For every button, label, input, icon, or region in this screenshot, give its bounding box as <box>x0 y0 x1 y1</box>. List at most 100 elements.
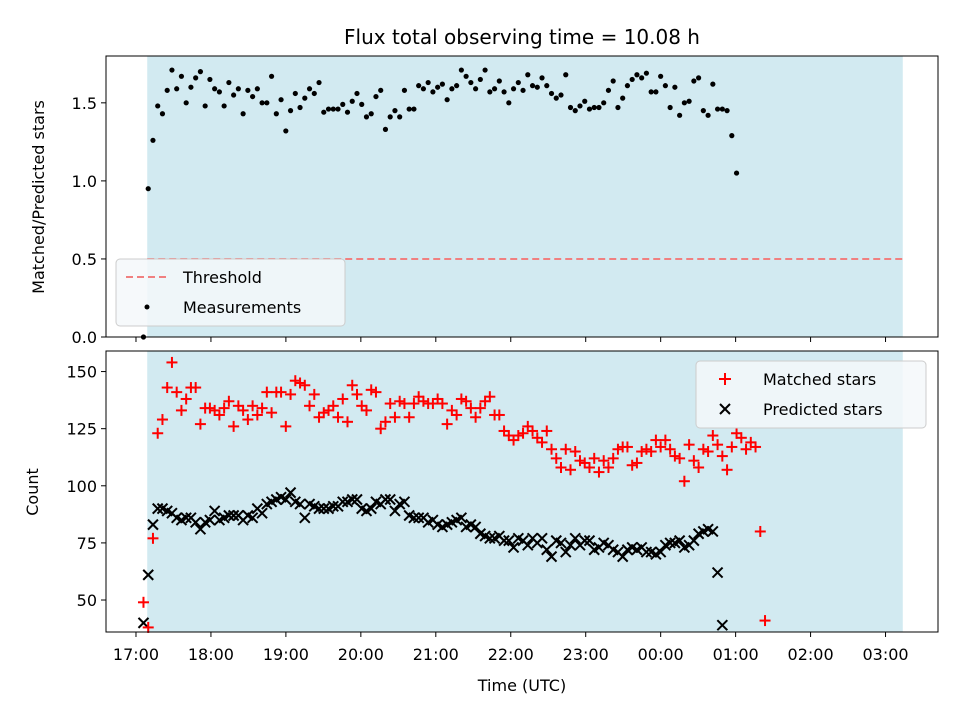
matched-stars-point <box>175 404 187 416</box>
measurement-point <box>582 98 588 104</box>
matched-stars-point <box>674 452 686 464</box>
measurement-point <box>506 100 512 106</box>
matched-stars-point <box>564 464 576 476</box>
predicted-stars-point <box>707 525 719 538</box>
predicted-stars-point <box>337 496 349 508</box>
measurement-point <box>563 72 569 78</box>
predicted-stars-point <box>616 550 629 563</box>
matched-stars-point <box>588 452 600 464</box>
predicted-stars-point <box>365 502 377 515</box>
predicted-stars-point <box>142 569 154 581</box>
matched-stars-point <box>299 379 311 391</box>
measurement-point <box>482 67 488 73</box>
measurement-point <box>605 87 612 93</box>
matched-stars-point <box>389 411 401 423</box>
measurement-point <box>729 133 735 139</box>
matched-stars-point <box>593 466 605 478</box>
measurement-point <box>548 90 555 97</box>
matched-stars-point <box>237 404 249 416</box>
x-tick-label: 19:00 <box>263 645 309 664</box>
measurement-point <box>449 86 455 92</box>
matched-stars-point <box>621 441 633 453</box>
predicted-stars-point <box>256 507 268 519</box>
x-tick-label: 02:00 <box>788 645 834 664</box>
measurement-point <box>273 111 279 117</box>
measurement-point <box>520 87 526 93</box>
measurement-point <box>567 104 574 111</box>
measurement-point <box>681 100 687 106</box>
measurement-point <box>321 109 327 115</box>
measurement-point <box>245 87 251 93</box>
matched-stars-point <box>759 615 771 627</box>
matched-stars-point <box>693 462 705 474</box>
measurement-point <box>169 67 175 73</box>
measurement-point <box>733 170 740 176</box>
matched-stars-point <box>261 386 273 398</box>
measurement-point <box>411 106 417 112</box>
matched-stars-point <box>721 464 733 476</box>
matched-stars-point <box>636 446 648 458</box>
measurement-point <box>586 106 593 112</box>
measurement-point <box>615 104 621 111</box>
measurement-point <box>387 114 393 120</box>
measurement-point <box>268 73 275 79</box>
measurement-point <box>653 89 659 95</box>
predicted-stars-point <box>208 505 221 517</box>
matched-stars-point <box>294 377 306 389</box>
predicted-stars-point <box>204 514 216 526</box>
matched-stars-point <box>365 384 377 396</box>
measurement-points <box>140 67 740 340</box>
matched-stars-point <box>304 400 316 412</box>
top-y-tick-label: 0.0 <box>72 328 97 347</box>
matched-stars-point <box>451 409 463 421</box>
predicted-stars-point <box>189 516 202 529</box>
measurement-point <box>174 86 180 92</box>
matched-stars-point <box>346 379 358 391</box>
matched-stars-point <box>436 398 448 410</box>
matched-stars-point <box>161 382 173 394</box>
measurement-point <box>164 87 170 93</box>
matched-stars-point <box>194 418 206 430</box>
matched-stars-point <box>631 457 643 469</box>
matched-stars-point <box>493 409 505 421</box>
matched-stars-point <box>726 441 738 453</box>
matched-stars-point <box>256 402 268 414</box>
measurement-point <box>264 100 270 106</box>
matched-stars-point <box>712 439 724 451</box>
matched-stars-point <box>379 416 391 428</box>
measurement-point <box>212 86 218 92</box>
bottom-y-tick-label: 100 <box>66 477 97 496</box>
matched-stars-point <box>351 388 363 400</box>
x-tick-label: 22:00 <box>488 645 534 664</box>
legend-matched-swatch <box>719 373 731 385</box>
matched-stars-point <box>702 446 714 458</box>
predicted-stars-point <box>654 546 667 558</box>
matched-stars-point <box>750 441 762 453</box>
measurement-point <box>363 114 370 120</box>
matched-stars-point <box>688 455 700 467</box>
matched-stars-point <box>190 382 202 394</box>
matched-stars-point <box>512 430 524 442</box>
matched-stars-point <box>697 443 709 455</box>
measurement-point <box>468 79 474 86</box>
measurement-point <box>416 83 422 89</box>
measurement-point <box>577 103 583 109</box>
matched-stars-point <box>341 416 353 428</box>
predicted-stars-point <box>223 509 235 522</box>
matched-stars-point <box>218 402 230 414</box>
measurement-point <box>145 186 151 192</box>
matched-stars-point <box>247 400 259 412</box>
matched-stars-point <box>455 393 467 405</box>
matched-stars-point <box>740 443 752 455</box>
matched-stars-point <box>560 443 572 455</box>
matched-stars-point <box>602 462 614 474</box>
measurement-point <box>368 111 374 117</box>
measurement-point <box>658 73 664 79</box>
x-tick-label: 03:00 <box>862 645 908 664</box>
bottom-panel: 50 75 100 125 150 17:00 18:00 19:00 20:00 21:00 2… <box>23 350 939 695</box>
measurement-point <box>287 108 294 114</box>
measurement-point <box>491 86 498 92</box>
predicted-stars-point <box>564 539 577 551</box>
predicted-stars-point <box>579 534 591 547</box>
measurement-point <box>435 84 441 90</box>
